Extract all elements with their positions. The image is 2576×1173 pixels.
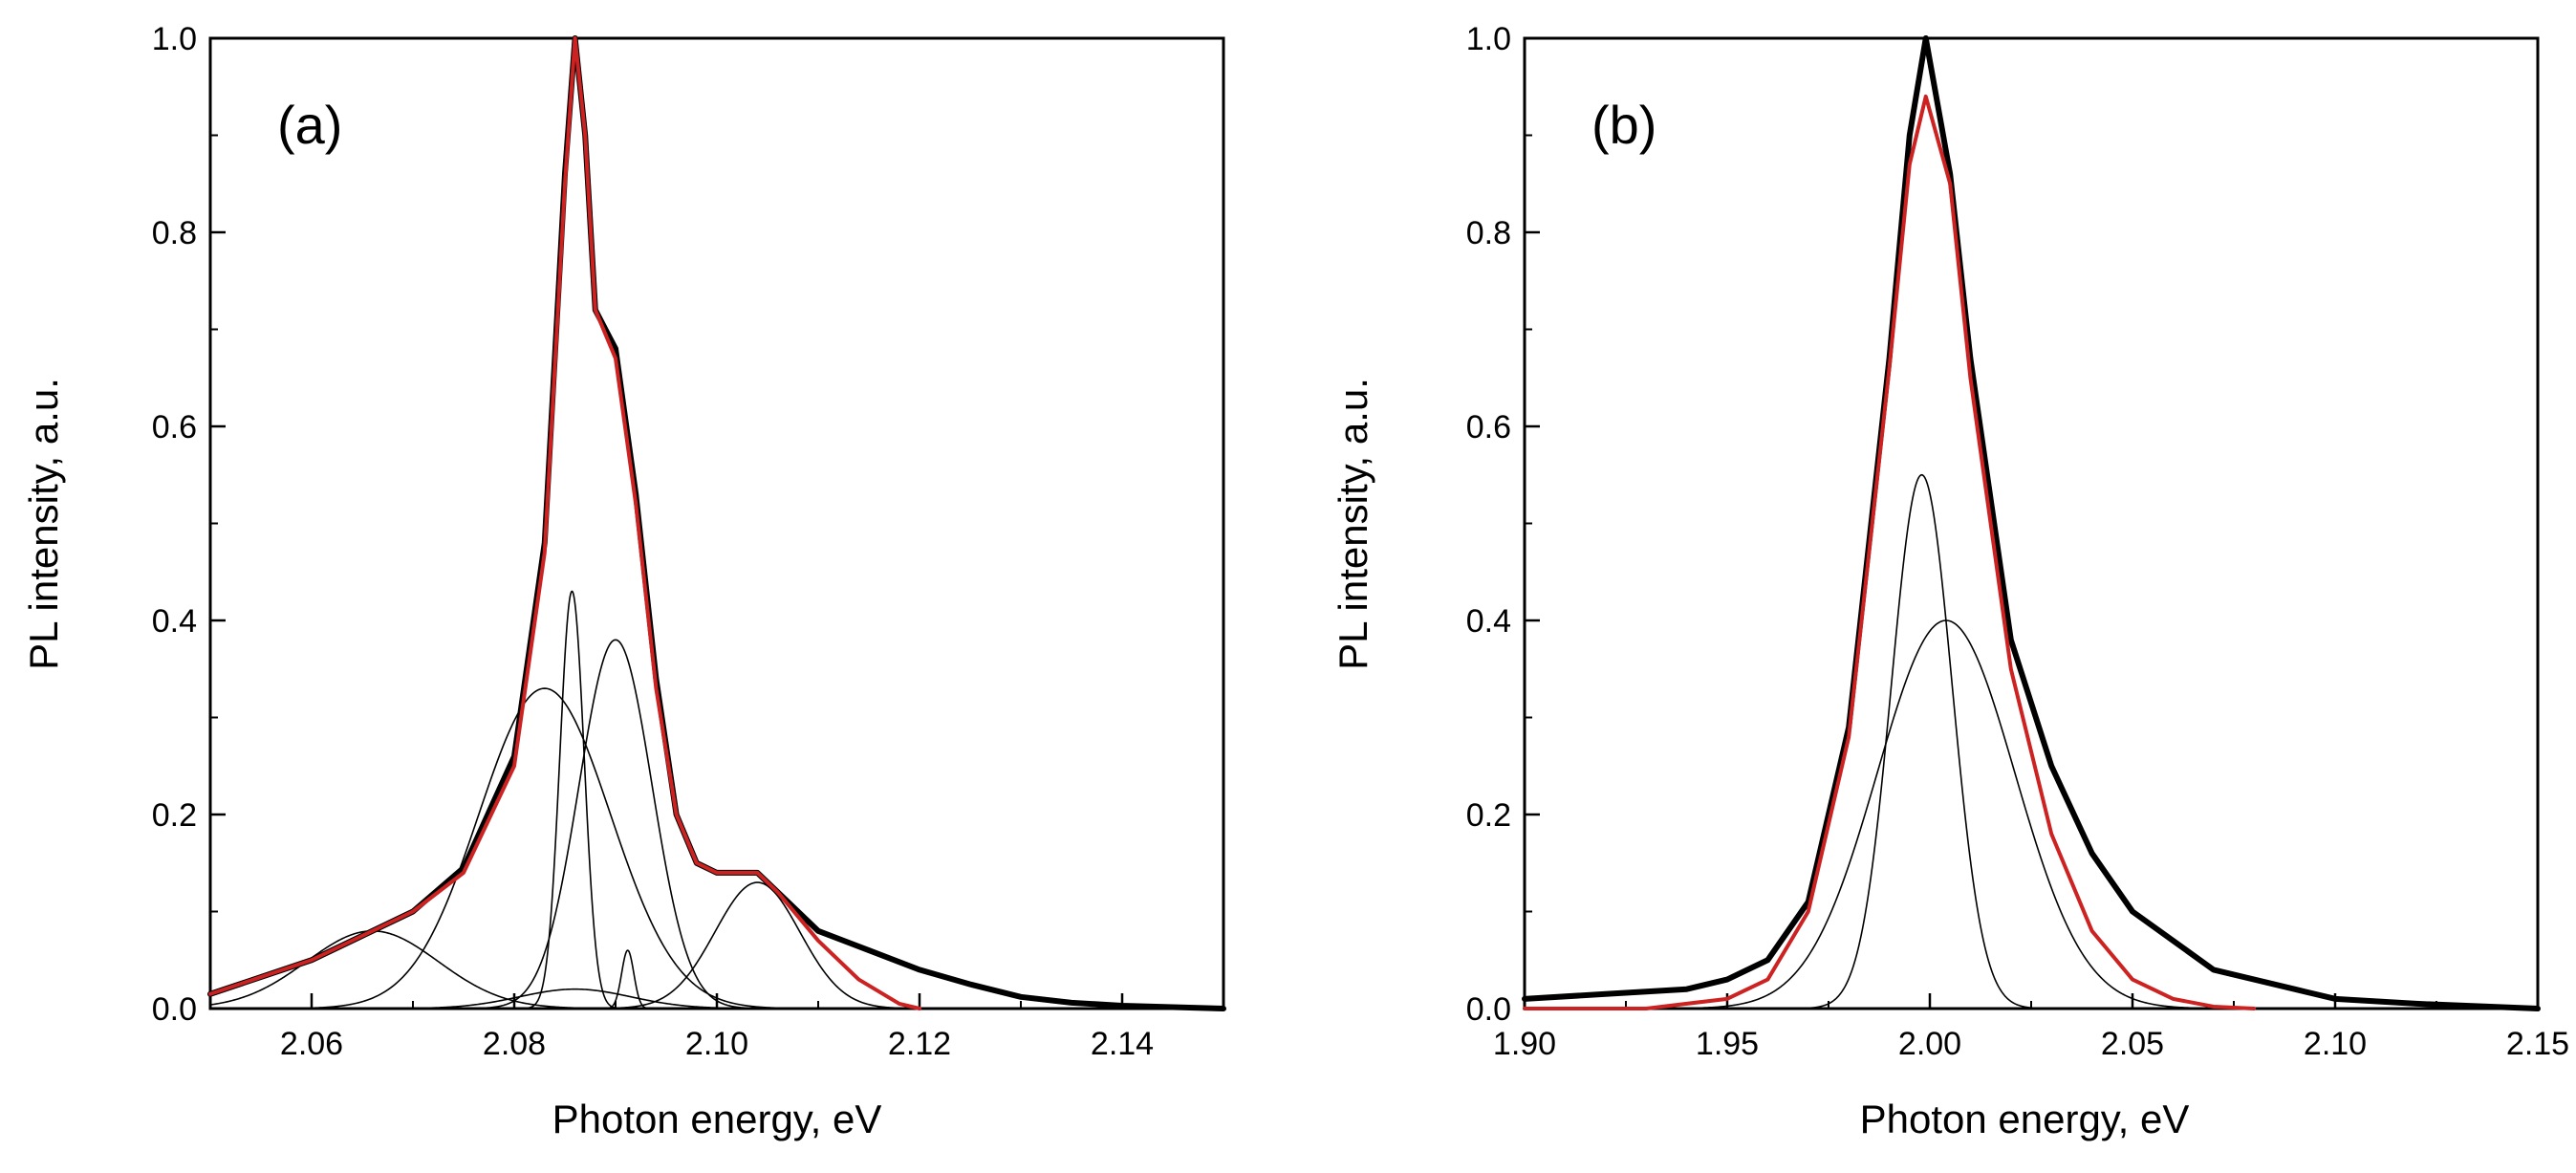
panel-b-experiment-curve-group	[1522, 35, 2541, 1011]
panel-a-label: (a)	[277, 95, 342, 155]
panel-b-x-tick-label: 2.00	[1898, 1026, 1961, 1062]
panel-b-component-curve	[1601, 619, 2291, 1010]
panel-b-y-tick-label: 0.2	[1466, 797, 1511, 834]
panel-a-x-tick-label: 2.14	[1091, 1026, 1154, 1062]
panel-b-x-tick-label: 1.95	[1696, 1026, 1759, 1062]
panel-b-component-curve	[1769, 473, 2074, 1010]
panel-a-ticks: 2.06 2.08 2.10 2.12 2.14 0.0 0.2 0.4 0.6 0.8 1.0	[152, 21, 1224, 1062]
panel-a-fit-curve-group	[208, 36, 921, 1010]
panel-b-x-axis-title: Photon energy, eV	[1860, 1097, 2190, 1141]
panel-b-label: (b)	[1591, 95, 1656, 155]
panel-a-plot: 2.06 2.08 2.10 2.12 2.14 0.0 0.2 0.4 0.6 0.8 1.0 (…	[21, 21, 1226, 1141]
panel-a-x-tick-label: 2.06	[280, 1026, 343, 1062]
panel-a-y-tick-label: 1.0	[152, 21, 197, 57]
panel-a-experiment-curve	[207, 35, 1226, 1011]
panel-b-component-curves	[1601, 473, 2291, 1010]
panel-a-x-axis-title: Photon energy, eV	[552, 1097, 882, 1141]
panel-a-x-tick-label: 2.08	[483, 1026, 546, 1062]
panel-b-x-tick-label: 2.05	[2101, 1026, 2164, 1062]
panel-a-component-curve	[544, 881, 970, 1010]
panel-b-plot: 1.90 1.95 2.00 2.05 2.10 2.15 0.0 0.2 0.4 0.6 0.8 1…	[1331, 21, 2569, 1141]
panel-a-y-tick-label: 0.8	[152, 215, 197, 251]
panel-b-plot-frame	[1523, 36, 2540, 1010]
panel-b-fit-curve	[1523, 94, 2257, 1010]
panel-b-ticks: 1.90 1.95 2.00 2.05 2.10 2.15 0.0 0.2 0.4 0.6 0.8 1…	[1466, 21, 2569, 1062]
panel-b-x-tick-label: 1.90	[1493, 1026, 1556, 1062]
panel-b-x-tick-label: 2.10	[2304, 1026, 2367, 1062]
panel-a-y-tick-label: 0.4	[152, 603, 197, 640]
panel-a-plot-frame	[208, 36, 1225, 1010]
panel-b-y-tick-label: 0.4	[1466, 603, 1511, 640]
panel-a-component-curve	[433, 639, 798, 1010]
panel-b-fit-curve-group	[1523, 94, 2257, 1010]
panel-b-y-tick-label: 0.6	[1466, 409, 1511, 445]
panel-a-x-tick-label: 2.10	[685, 1026, 748, 1062]
panel-b-y-tick-label: 1.0	[1466, 21, 1511, 57]
panel-b-experiment-curve	[1522, 35, 2541, 1011]
panel-b-x-tick-label: 2.15	[2506, 1026, 2569, 1062]
panel-b-y-tick-label: 0.8	[1466, 215, 1511, 251]
panel-b-y-tick-label: 0.0	[1466, 991, 1511, 1028]
panel-a-component-curve	[296, 988, 855, 1010]
panel-a-fit-curve	[208, 36, 921, 1010]
panel-a-y-tick-label: 0.6	[152, 409, 197, 445]
panel-b-y-axis-title: PL intensity, a.u.	[1331, 378, 1375, 670]
panel-a-y-tick-label: 0.2	[152, 797, 197, 834]
panel-a-component-curves	[209, 590, 970, 1010]
panel-a-y-tick-label: 0.0	[152, 991, 197, 1028]
panel-a-experiment-curve-group	[207, 35, 1226, 1011]
panel-a-y-axis-title: PL intensity, a.u.	[21, 378, 66, 670]
panel-a-x-tick-label: 2.12	[888, 1026, 951, 1062]
panel-a-component-curve	[215, 687, 875, 1010]
